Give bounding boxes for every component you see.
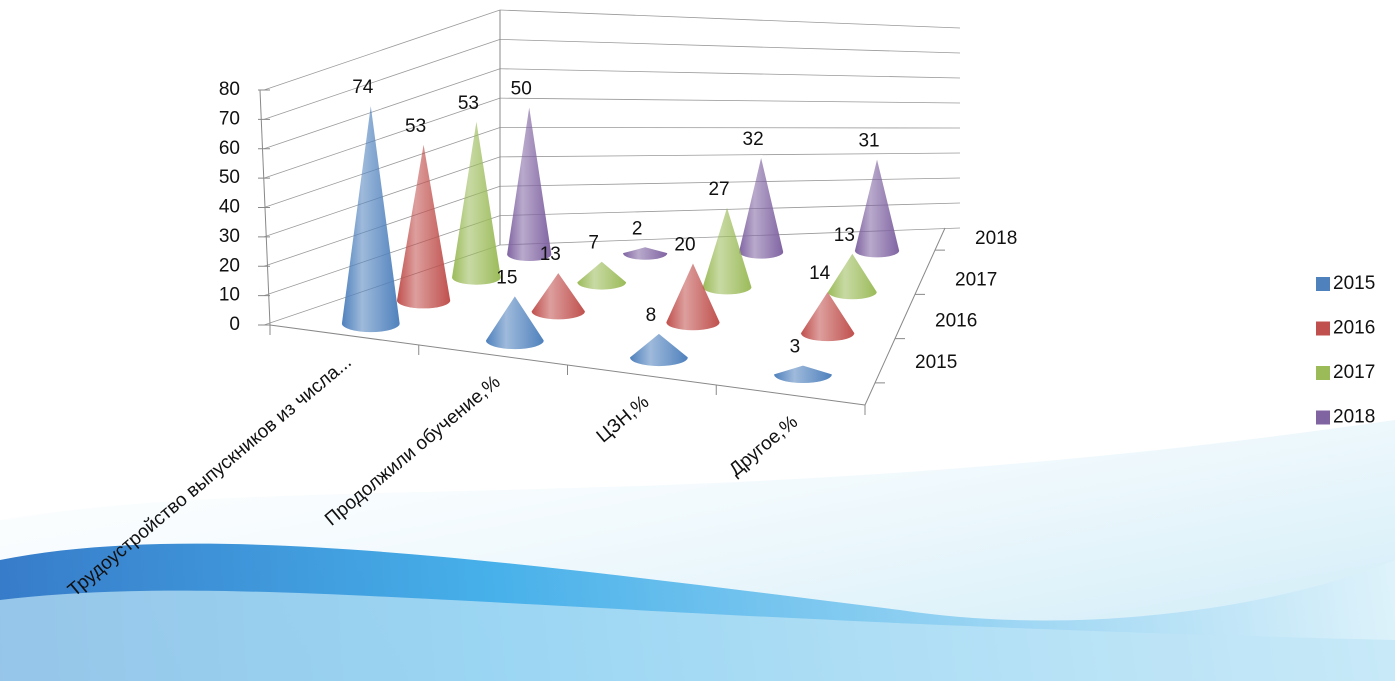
value-label: 53 [405,116,426,137]
cone [577,261,627,290]
depth-axis [864,227,946,406]
grid-line [499,68,961,79]
cone [396,144,451,309]
y-tick-label: 70 [219,108,240,129]
legend-label: 2018 [1333,407,1375,428]
legend-label: 2016 [1333,318,1375,339]
grid-line [499,177,961,187]
y-tick-label: 20 [219,255,240,276]
cone [801,292,855,342]
value-label: 14 [809,263,831,284]
y-tick-label: 30 [219,226,240,247]
cone [507,107,552,262]
x-tick-label: Другое,% [725,412,802,481]
cone [341,106,400,333]
cone [774,365,832,384]
grid-line [263,9,501,91]
y-tick-label: 50 [219,167,240,188]
value-label: 32 [743,129,764,150]
legend-swatch [1316,366,1330,380]
grid-line [499,9,961,29]
y-axis [259,89,271,326]
cone [630,333,688,367]
legend-swatch [1316,410,1330,425]
value-label: 13 [834,225,855,246]
value-label: 2 [632,218,643,239]
cone [738,157,784,259]
value-label: 3 [790,337,801,358]
depth-tick-label: 2018 [975,228,1017,249]
y-tick-label: 80 [219,79,240,100]
background [0,420,1395,681]
cone [854,159,900,258]
legend-label: 2015 [1333,273,1375,294]
grid-line [499,97,961,104]
value-label: 15 [496,267,517,288]
cone [702,207,752,295]
legend-swatch [1316,277,1330,291]
cone [666,263,720,331]
grid-line [263,38,501,120]
cone [827,253,877,300]
y-tick-label: 40 [219,197,240,218]
cone [452,121,501,285]
grid-line [499,152,961,158]
value-label: 74 [352,77,374,98]
value-label: 31 [858,131,879,152]
value-label: 53 [458,93,479,114]
cone [531,273,585,320]
grid-line [499,38,961,54]
value-label: 50 [511,79,532,100]
grid-line [263,127,501,208]
value-label: 8 [646,305,657,326]
y-tick-label: 60 [219,138,240,159]
value-label: 20 [674,235,695,256]
y-tick-label: 0 [229,314,240,335]
cone [623,247,668,260]
x-tick-label: ЦЗН,% [593,392,654,448]
value-label: 13 [540,244,561,265]
value-label: 27 [708,179,729,200]
value-label: 7 [588,233,599,254]
grid-line [263,97,501,179]
depth-tick-label: 2015 [915,352,957,373]
depth-tick-label: 2016 [935,311,977,332]
grid-line [263,68,501,150]
y-tick-label: 10 [219,285,240,306]
cone [485,296,544,350]
legend-label: 2017 [1333,362,1375,383]
depth-tick-label: 2017 [955,269,997,290]
legend-swatch [1316,321,1330,336]
grid-line [499,202,961,217]
grid-line [499,127,961,129]
